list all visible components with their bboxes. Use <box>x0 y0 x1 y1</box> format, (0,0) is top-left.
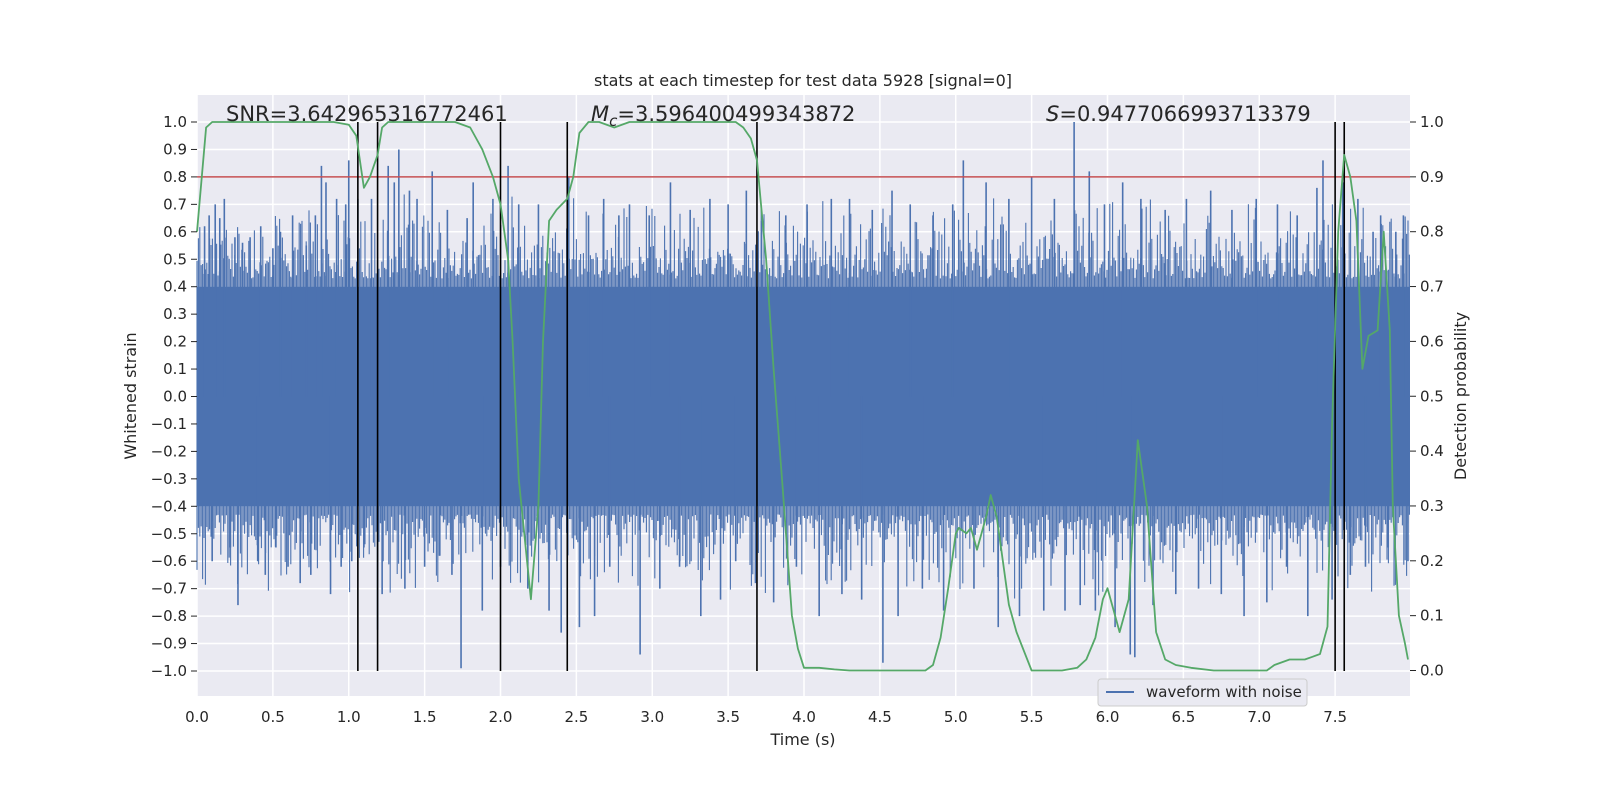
y-right-tick-label: 0.2 <box>1420 552 1444 570</box>
vertical-markers <box>357 122 1346 671</box>
x-tick-label: 2.0 <box>489 708 513 726</box>
y-left-tick-label: 0.1 <box>163 360 187 378</box>
y-right-tick-label: 0.8 <box>1420 223 1444 241</box>
y-left-tick-label: −1.0 <box>151 662 187 680</box>
y-left-tick-label: 0.4 <box>163 278 187 296</box>
chart-title: stats at each timestep for test data 592… <box>594 71 1012 90</box>
y-left-tick-label: −0.3 <box>151 470 187 488</box>
y-right-tick-label: 0.5 <box>1420 387 1444 405</box>
legend-box <box>1097 678 1308 707</box>
y-right-tick-label: 0.3 <box>1420 497 1444 515</box>
x-tick-label: 1.5 <box>413 708 437 726</box>
chirp-mass-symbol: M <box>591 102 609 126</box>
y-left-tick-label: 0.7 <box>163 195 187 213</box>
y-right-axis-label: Detection probability <box>1451 312 1470 480</box>
y-left-tick-label: 0.6 <box>163 223 187 241</box>
y-left-tick-label: 0.8 <box>163 168 187 186</box>
y-right-ticks: 1.0 0.9 0.8 0.7 0.6 0.5 0.4 0.3 0.2 0.1 0.0 <box>1410 113 1444 680</box>
x-ticks: 0.0 0.5 1.0 1.5 2.0 2.5 3.0 3.5 4.0 4.5 5.0 5.5 6.0 6… <box>185 708 1347 726</box>
y-right-tick-label: 0.6 <box>1420 332 1444 350</box>
x-tick-label: 7.0 <box>1247 708 1271 726</box>
legend: waveform with noise <box>1097 678 1308 707</box>
x-tick-label: 0.0 <box>185 708 209 726</box>
x-tick-label: 3.0 <box>640 708 664 726</box>
probability-series <box>196 121 1409 672</box>
chirp-mass-value: =3.596400499343872 <box>617 102 855 126</box>
x-axis-label: Time (s) <box>769 730 835 749</box>
x-tick-label: 6.5 <box>1171 708 1195 726</box>
y-left-tick-label: −0.6 <box>151 552 187 570</box>
s-value: =0.9477066993713379 <box>1059 102 1310 126</box>
x-tick-label: 5.0 <box>944 708 968 726</box>
y-right-tick-label: 0.7 <box>1420 278 1444 296</box>
x-tick-label: 3.5 <box>716 708 740 726</box>
y-left-tick-label: −0.4 <box>151 497 187 515</box>
strain-series <box>196 122 1410 669</box>
x-tick-label: 7.5 <box>1323 708 1347 726</box>
x-tick-label: 2.5 <box>564 708 588 726</box>
x-tick-label: 4.0 <box>792 708 816 726</box>
y-left-tick-label: 0.9 <box>163 140 187 158</box>
y-right-tick-label: 0.9 <box>1420 168 1444 186</box>
y-left-tick-label: 0.5 <box>163 250 187 268</box>
x-tick-label: 1.0 <box>337 708 361 726</box>
y-left-tick-label: 1.0 <box>163 113 187 131</box>
s-annotation: S=0.9477066993713379 <box>1046 102 1311 126</box>
y-left-tick-label: −0.2 <box>151 442 187 460</box>
snr-annotation: SNR=3.642965316772461 <box>226 102 508 126</box>
chirp-mass-annotation: Mc=3.596400499343872 <box>591 102 855 130</box>
chirp-mass-subscript: c <box>609 112 618 130</box>
y-left-tick-label: 0.2 <box>163 333 187 351</box>
probability-line <box>196 121 1409 672</box>
y-left-tick-label: −0.1 <box>151 415 187 433</box>
y-left-tick-label: −0.8 <box>151 607 187 625</box>
y-left-tick-label: 0.3 <box>163 305 187 323</box>
y-right-tick-label: 1.0 <box>1420 113 1444 131</box>
y-right-tick-label: 0.1 <box>1420 607 1444 625</box>
y-right-tick-label: 0.0 <box>1420 662 1444 680</box>
y-right-tick-label: 0.4 <box>1420 442 1444 460</box>
y-left-tick-label: −0.5 <box>151 525 187 543</box>
x-tick-label: 4.5 <box>868 708 892 726</box>
x-tick-label: 0.5 <box>261 708 285 726</box>
legend-label: waveform with noise <box>1146 683 1302 701</box>
y-left-ticks: 1.0 0.9 0.8 0.7 0.6 0.5 0.4 0.3 0.2 0.1 0.0 −0.1 −0.… <box>151 113 197 680</box>
x-tick-label: 5.5 <box>1020 708 1044 726</box>
y-left-tick-label: −0.9 <box>151 635 187 653</box>
y-left-axis-label: Whitened strain <box>121 332 140 459</box>
y-left-tick-label: −0.7 <box>151 580 187 598</box>
s-symbol: S <box>1046 102 1059 126</box>
x-tick-label: 6.0 <box>1096 708 1120 726</box>
y-left-tick-label: 0.0 <box>163 388 187 406</box>
